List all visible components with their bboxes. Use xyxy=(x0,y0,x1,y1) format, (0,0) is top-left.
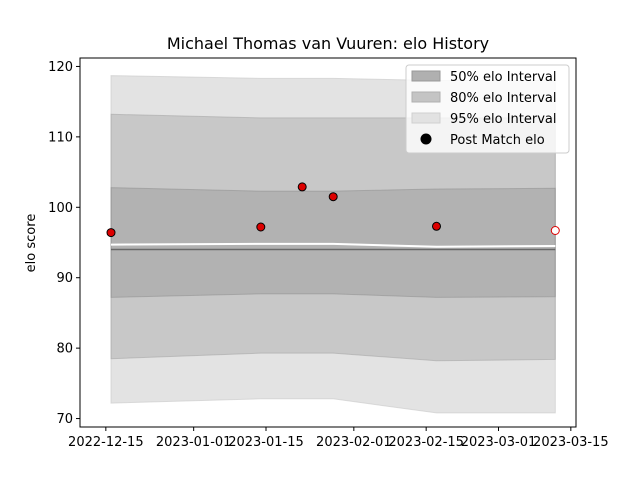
x-tick-label: 2022-12-15 xyxy=(68,435,144,450)
legend-box xyxy=(405,64,570,154)
data-point-2 xyxy=(256,222,266,232)
y-tick-label: 120 xyxy=(48,60,73,75)
y-tick-label: 90 xyxy=(56,271,73,286)
plot-area xyxy=(106,75,560,414)
x-tick-label: 2023-03-15 xyxy=(533,435,609,450)
chart-title: Michael Thomas van Vuuren: elo History xyxy=(167,34,489,53)
legend-swatch-band50 xyxy=(411,70,441,82)
y-tick-label: 110 xyxy=(48,130,73,145)
x-tick-label: 2023-03-01 xyxy=(461,435,537,450)
y-tick-label: 80 xyxy=(56,342,73,357)
band-80 xyxy=(110,113,556,362)
legend-swatch-band95 xyxy=(411,112,441,124)
data-point-3 xyxy=(297,182,307,192)
data-point-5 xyxy=(432,221,441,231)
x-tick-label: 2023-01-15 xyxy=(228,435,304,450)
legend-label-band50: 50% elo Interval xyxy=(450,70,557,85)
legend-label-point: Post Match elo xyxy=(450,133,545,148)
legend-label-band95: 95% elo Interval xyxy=(450,112,557,127)
legend: 50% elo Interval 80% elo Interval 95% elo … xyxy=(405,64,570,154)
y-tick-label: 70 xyxy=(56,412,73,427)
x-tick-label: 2023-01-01 xyxy=(156,435,232,450)
y-tick-label: 100 xyxy=(48,201,73,216)
axes-frame xyxy=(79,57,577,428)
legend-label-band80: 80% elo Interval xyxy=(450,91,557,106)
mean-line xyxy=(110,242,556,248)
x-tick-label: 2023-02-15 xyxy=(388,435,464,450)
x-tick-label: 2023-02-01 xyxy=(316,435,392,450)
data-point-1 xyxy=(106,228,116,238)
data-point-4 xyxy=(328,192,338,202)
legend-swatch-band80 xyxy=(411,91,441,103)
y-axis-label: elo score xyxy=(24,214,39,273)
band-50 xyxy=(110,187,556,298)
legend-marker-post-match-elo xyxy=(420,133,432,145)
data-point-6 xyxy=(550,226,560,235)
